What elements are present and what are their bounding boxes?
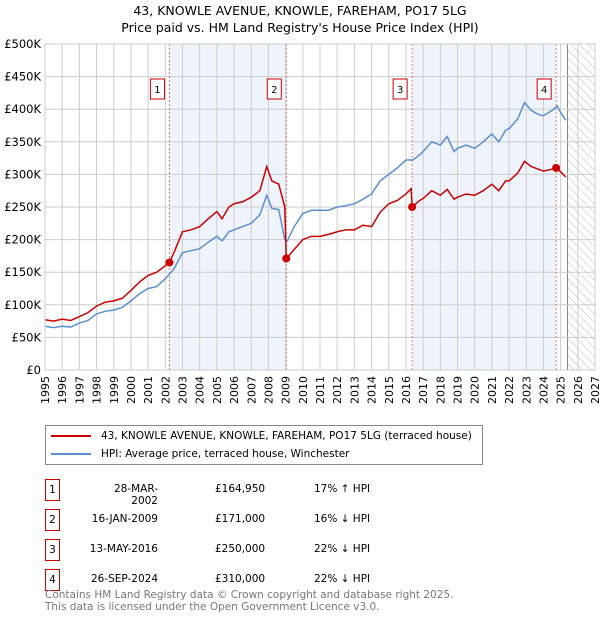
- transaction-marker: 1: [45, 479, 60, 501]
- x-tick-label: 2009: [280, 376, 293, 404]
- x-tick-label: 1997: [73, 376, 86, 404]
- chart-subtitle: Price paid vs. HM Land Registry's House …: [121, 20, 479, 35]
- x-tick-label: 2024: [537, 376, 550, 404]
- x-tick-label: 2018: [434, 376, 447, 404]
- y-tick-label: £50K: [12, 330, 42, 344]
- y-tick-label: £300K: [4, 167, 41, 181]
- sale-label: 1: [154, 85, 160, 96]
- legend-item-hpi: HPI: Average price, terraced house, Winc…: [51, 446, 349, 462]
- x-tick-label: 2020: [469, 376, 482, 404]
- x-tick-label: 2000: [125, 376, 138, 404]
- transaction-row: 3 13-MAY-2016 £250,000 22% ↓ HPI: [45, 539, 545, 561]
- hpi-line: [44, 101, 567, 329]
- x-tick-label: 1996: [56, 376, 69, 404]
- transaction-marker: 2: [45, 509, 60, 531]
- sale-point: [165, 258, 174, 267]
- y-tick-label: £0: [26, 363, 41, 377]
- sale-label: 3: [397, 85, 403, 96]
- x-tick-label: 2022: [503, 376, 516, 404]
- transaction-date: 13-MAY-2016: [89, 543, 158, 555]
- legend-item-property: 43, KNOWLE AVENUE, KNOWLE, FAREHAM, PO17…: [51, 428, 472, 444]
- x-tick-label: 2013: [348, 376, 361, 404]
- y-tick-label: £200K: [4, 233, 41, 247]
- x-tick-label: 2012: [331, 376, 344, 404]
- x-tick-label: 2025: [555, 376, 568, 404]
- x-tick-label: 2006: [228, 376, 241, 404]
- x-tick-label: 2016: [400, 376, 413, 404]
- legend-swatch: [51, 453, 91, 455]
- x-tick-label: 2010: [297, 376, 310, 404]
- sale-point: [552, 163, 561, 172]
- transaction-price: £250,000: [215, 543, 266, 555]
- x-tick-label: 2027: [589, 376, 600, 404]
- x-tick-label: 2003: [177, 376, 190, 404]
- sale-label: 4: [541, 85, 547, 96]
- transaction-row: 1 28-MAR-2002 £164,950 17% ↑ HPI: [45, 479, 545, 507]
- x-tick-label: 2011: [314, 376, 327, 404]
- sale-label-box: [149, 78, 165, 100]
- y-tick-label: £400K: [4, 102, 41, 116]
- transaction-price: £310,000: [215, 573, 266, 585]
- footer-line-1: Contains HM Land Registry data © Crown c…: [45, 589, 454, 601]
- y-tick-label: £450K: [4, 70, 41, 84]
- x-tick-label: 1998: [91, 376, 104, 404]
- y-tick-label: £150K: [4, 265, 41, 279]
- sale-label-box: [392, 78, 408, 100]
- y-tick-label: £100K: [4, 298, 41, 312]
- transaction-price: £171,000: [215, 513, 266, 525]
- footer: Contains HM Land Registry data © Crown c…: [45, 589, 454, 613]
- sale-label: 2: [271, 85, 277, 96]
- transaction-hpi-diff: 16% ↓ HPI: [314, 513, 371, 525]
- x-tick-label: 2017: [417, 376, 430, 404]
- transaction-hpi-diff: 22% ↓ HPI: [314, 543, 371, 555]
- transaction-marker: 4: [45, 569, 60, 591]
- chart-title: 43, KNOWLE AVENUE, KNOWLE, FAREHAM, PO17…: [133, 3, 467, 18]
- footer-line-2: This data is licensed under the Open Gov…: [45, 600, 380, 613]
- transaction-hpi-diff: 17% ↑ HPI: [314, 483, 371, 495]
- x-tick-label: 1999: [108, 376, 121, 404]
- y-tick-label: £350K: [4, 135, 41, 149]
- x-tick-label: 2019: [452, 376, 465, 404]
- x-tick-label: 2026: [572, 376, 585, 404]
- transaction-date: 26-SEP-2024: [90, 573, 158, 585]
- transaction-row: 2 16-JAN-2009 £171,000 16% ↓ HPI: [45, 509, 545, 531]
- x-tick-label: 2023: [520, 376, 533, 404]
- x-tick-label: 2002: [159, 376, 172, 404]
- sale-point: [408, 203, 417, 211]
- x-tick-label: 1995: [39, 376, 52, 404]
- x-tick-label: 2014: [366, 376, 379, 404]
- sale-label-box: [266, 78, 282, 100]
- plot-frame: [44, 43, 596, 371]
- x-tick-label: 2001: [142, 376, 155, 404]
- transaction-price: £164,950: [215, 483, 266, 495]
- property-price-line: [44, 160, 567, 322]
- transaction-hpi-diff: 22% ↓ HPI: [314, 573, 371, 585]
- x-tick-label: 2015: [383, 376, 396, 404]
- sale-label-box: [536, 78, 552, 100]
- legend-swatch: [51, 435, 91, 437]
- transaction-date: 16-JAN-2009: [91, 513, 158, 525]
- sale-point: [282, 254, 291, 263]
- legend: 43, KNOWLE AVENUE, KNOWLE, FAREHAM, PO17…: [45, 425, 483, 465]
- transaction-marker: 3: [45, 539, 60, 561]
- legend-label: HPI: Average price, terraced house, Winc…: [101, 448, 350, 460]
- y-tick-label: £250K: [4, 200, 41, 214]
- legend-label: 43, KNOWLE AVENUE, KNOWLE, FAREHAM, PO17…: [101, 430, 472, 442]
- transaction-date: 28-MAR-2002: [113, 483, 158, 507]
- x-tick-label: 2005: [211, 376, 224, 404]
- transaction-row: 4 26-SEP-2024 £310,000 22% ↓ HPI: [45, 569, 545, 591]
- x-tick-label: 2004: [194, 376, 207, 404]
- x-tick-label: 2021: [486, 376, 499, 404]
- x-tick-label: 2007: [245, 376, 258, 404]
- x-tick-label: 2008: [262, 376, 275, 404]
- y-tick-label: £500K: [4, 37, 41, 51]
- price-chart: 1995 1996 1997 1998 1999 2000 2001 2002 2003 2004…: [4, 37, 600, 404]
